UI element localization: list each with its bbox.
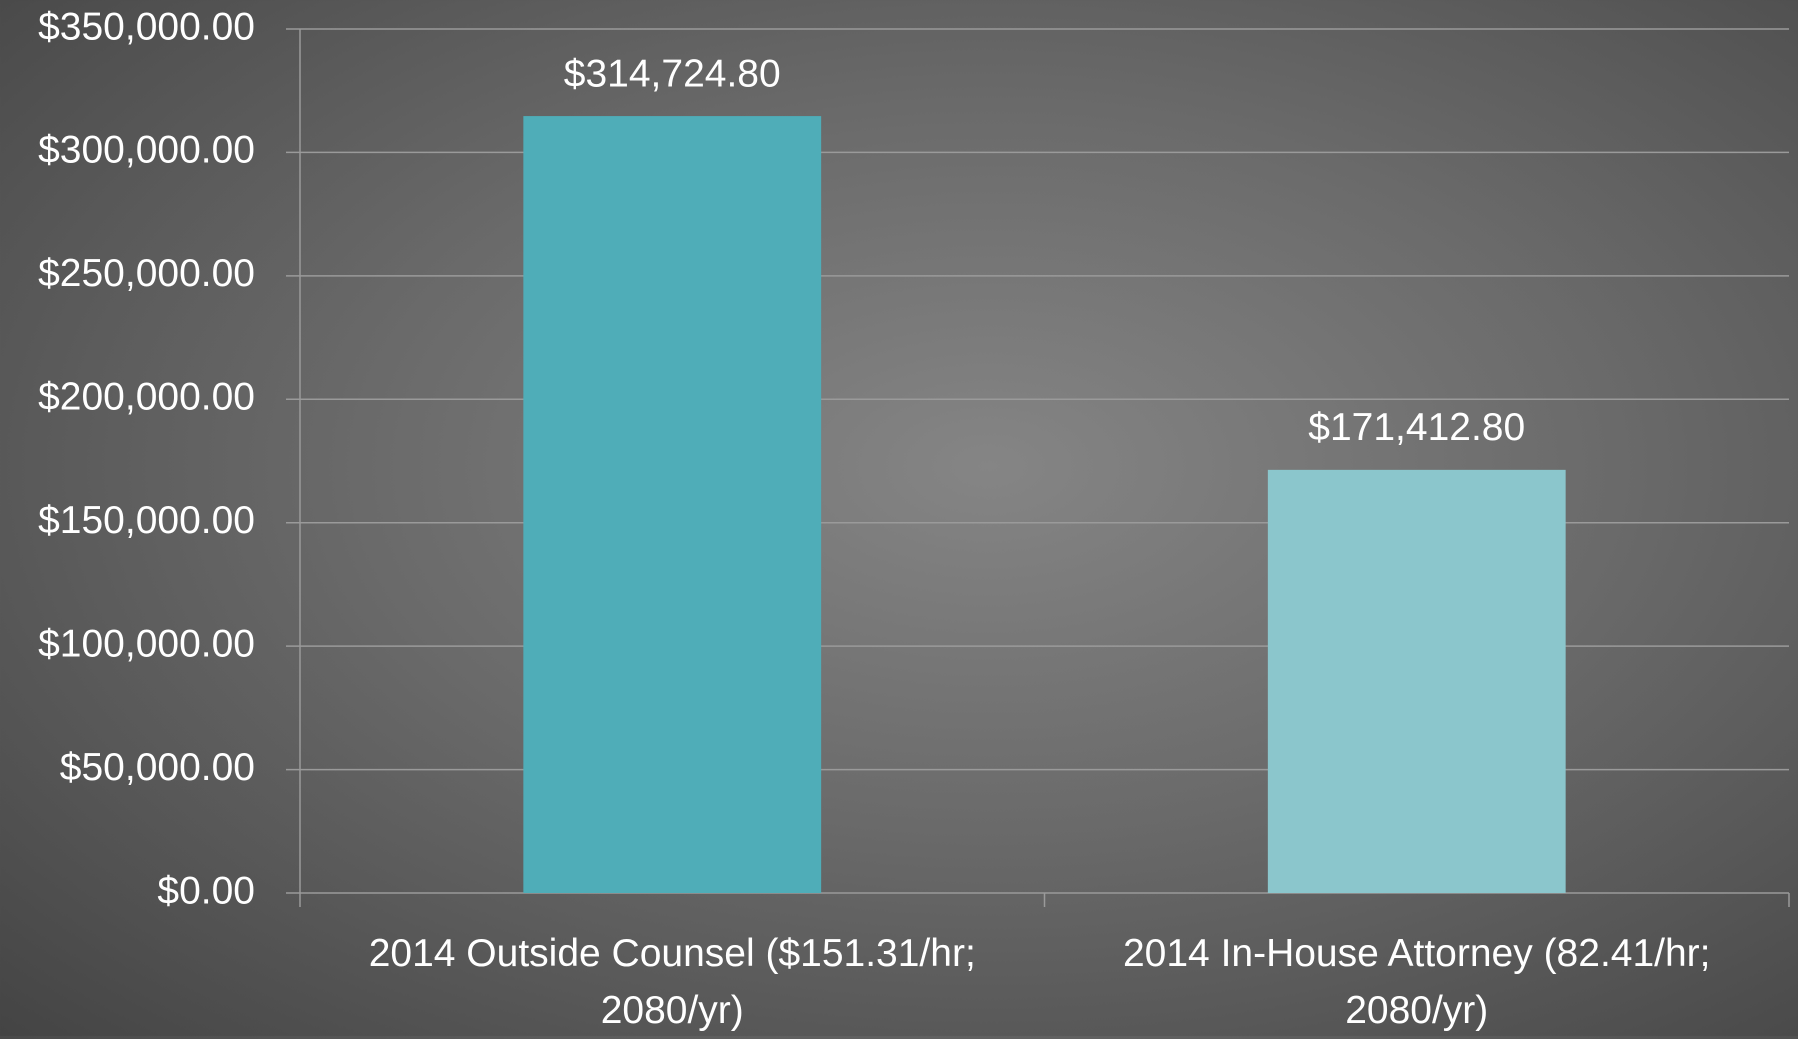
bar [523, 116, 822, 894]
y-tick-label: $300,000.00 [38, 129, 255, 172]
y-tick-label: $250,000.00 [38, 252, 255, 295]
data-label: $314,724.80 [564, 52, 781, 95]
bar [1267, 469, 1566, 893]
x-tick-label: 2014 In-House Attorney (82.41/hr; 2080/y… [1122, 932, 1711, 1032]
y-tick-label: $0.00 [157, 869, 255, 912]
x-tick-label: 2014 Outside Counsel ($151.31/hr; 2080/y… [368, 932, 976, 1032]
y-tick-label: $100,000.00 [38, 622, 255, 665]
y-tick-label: $150,000.00 [38, 499, 255, 542]
data-label: $171,412.80 [1308, 406, 1525, 449]
y-tick-label: $50,000.00 [60, 746, 255, 789]
y-tick-label: $350,000.00 [38, 5, 255, 48]
y-tick-label: $200,000.00 [38, 376, 255, 419]
